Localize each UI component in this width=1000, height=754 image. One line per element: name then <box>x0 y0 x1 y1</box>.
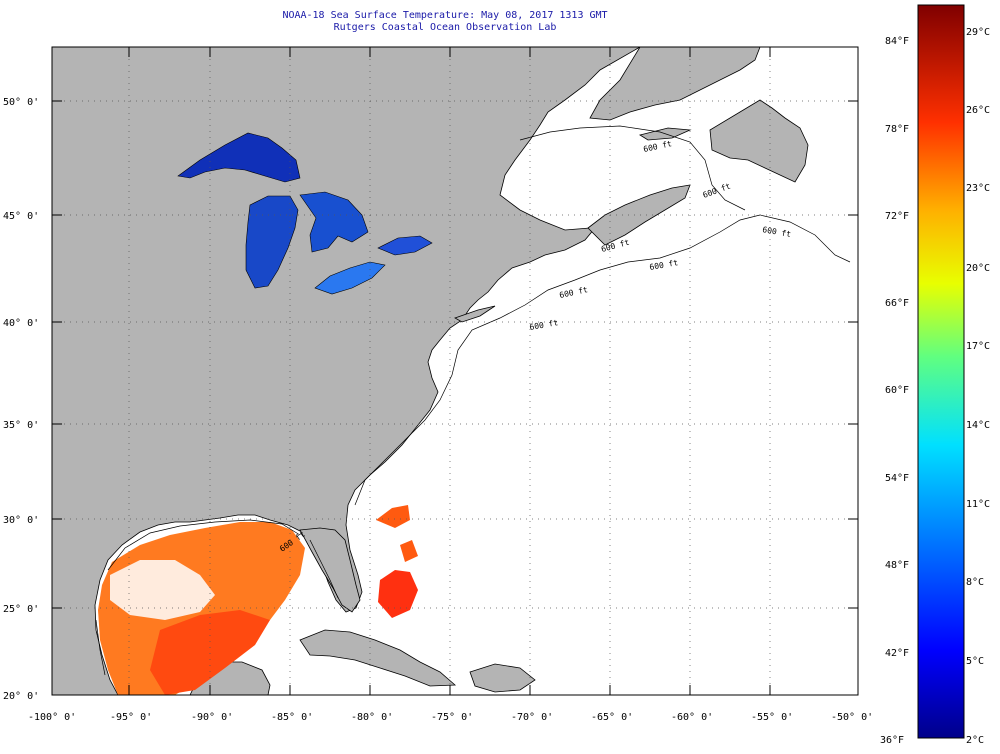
land-florida <box>299 527 361 613</box>
celsius-label: 17°C <box>966 341 990 352</box>
fahrenheit-label: 84°F <box>885 36 909 47</box>
colorbar-gradient <box>917 4 965 739</box>
lat-label: 35° 0' <box>3 420 39 431</box>
celsius-label: 26°C <box>966 105 990 116</box>
celsius-label: 11°C <box>966 499 990 510</box>
lon-label: -50° 0' <box>831 712 873 723</box>
sst-colorbar <box>917 4 965 739</box>
celsius-label: 23°C <box>966 183 990 194</box>
lon-label: -100° 0' <box>28 712 76 723</box>
land-quebec-labrador <box>589 47 761 121</box>
longitude-labels: -100° 0' -95° 0' -90° 0' -85° 0' -80° 0'… <box>28 712 873 723</box>
fahrenheit-scale: 84°F 78°F 72°F 66°F 60°F 54°F 48°F 42°F … <box>880 36 909 746</box>
lat-label: 20° 0' <box>3 691 39 702</box>
great-lakes <box>177 132 433 295</box>
lake-michigan <box>245 195 299 289</box>
fahrenheit-label: 36°F <box>880 735 904 746</box>
lat-label: 50° 0' <box>3 97 39 108</box>
land-hispaniola <box>469 663 536 693</box>
fahrenheit-label: 78°F <box>885 124 909 135</box>
lon-label: -60° 0' <box>671 712 713 723</box>
celsius-label: 29°C <box>966 27 990 38</box>
lon-label: -90° 0' <box>191 712 233 723</box>
lon-label: -85° 0' <box>271 712 313 723</box>
celsius-scale: 29°C 26°C 23°C 20°C 17°C 14°C 11°C 8°C 5… <box>966 27 990 746</box>
celsius-label: 5°C <box>966 656 984 667</box>
fahrenheit-label: 60°F <box>885 385 909 396</box>
map-frame <box>51 46 859 696</box>
lat-label: 40° 0' <box>3 318 39 329</box>
lake-ontario <box>377 235 433 256</box>
lon-label: -55° 0' <box>751 712 793 723</box>
gulf-sst-region <box>98 505 418 695</box>
celsius-label: 2°C <box>966 735 984 746</box>
map-title: NOAA-18 Sea Surface Temperature: May 08,… <box>282 10 608 21</box>
lat-label: 25° 0' <box>3 604 39 615</box>
lat-label: 30° 0' <box>3 515 39 526</box>
fahrenheit-label: 72°F <box>885 211 909 222</box>
lon-label: -95° 0' <box>110 712 152 723</box>
axis-ticks <box>52 47 858 695</box>
lon-label: -65° 0' <box>591 712 633 723</box>
lon-label: -70° 0' <box>511 712 553 723</box>
land-long-island <box>454 305 496 323</box>
lat-label: 45° 0' <box>3 211 39 222</box>
celsius-label: 14°C <box>966 420 990 431</box>
land-nova-scotia <box>587 184 691 246</box>
celsius-label: 20°C <box>966 263 990 274</box>
bathymetry-contours <box>95 125 851 676</box>
lon-label: -80° 0' <box>351 712 393 723</box>
fahrenheit-label: 42°F <box>885 648 909 659</box>
map-subtitle: Rutgers Coastal Ocean Observation Lab <box>333 22 557 33</box>
fahrenheit-label: 54°F <box>885 473 909 484</box>
lake-huron <box>299 191 369 253</box>
land-newfoundland <box>709 99 809 183</box>
latitude-labels: 50° 0' 45° 0' 40° 0' 35° 0' 30° 0' 25° 0… <box>3 97 39 702</box>
celsius-label: 8°C <box>966 577 984 588</box>
fahrenheit-label: 48°F <box>885 560 909 571</box>
fahrenheit-label: 66°F <box>885 298 909 309</box>
lon-label: -75° 0' <box>431 712 473 723</box>
graticule <box>52 47 858 695</box>
land-cuba <box>299 629 457 687</box>
lake-erie <box>314 261 386 295</box>
lake-superior <box>177 132 301 183</box>
